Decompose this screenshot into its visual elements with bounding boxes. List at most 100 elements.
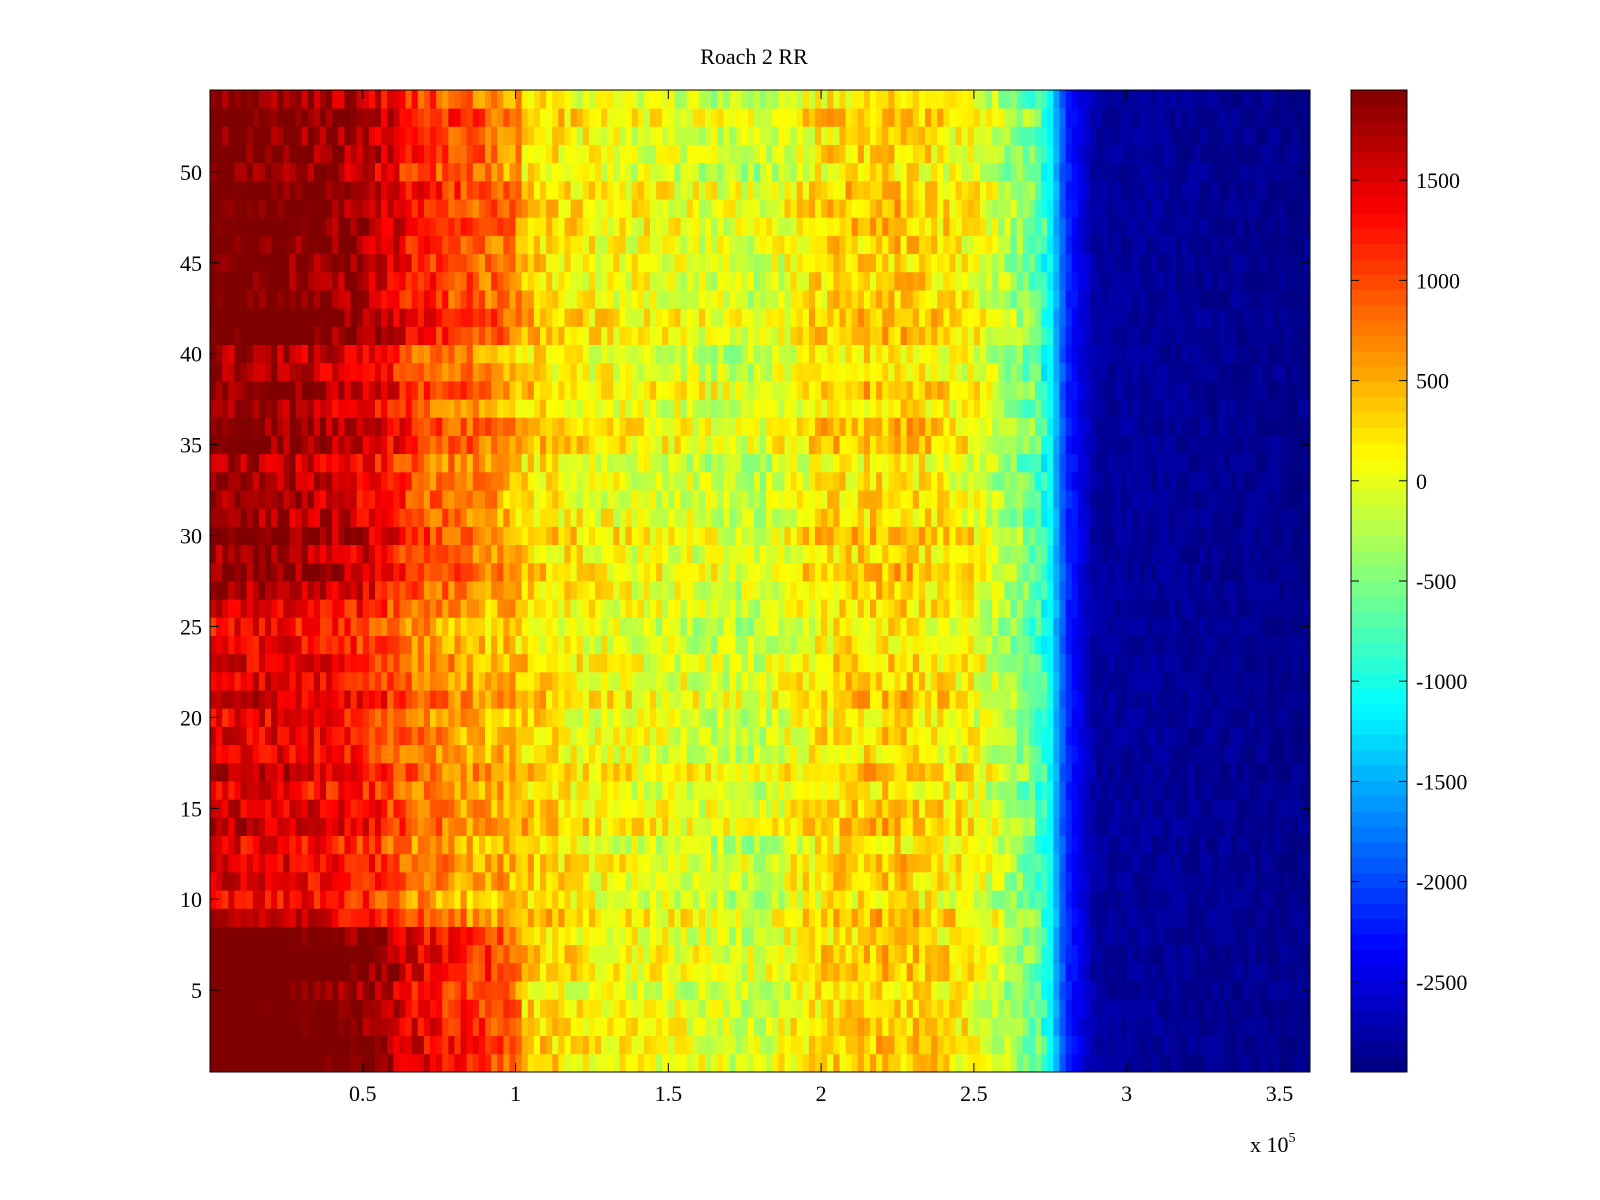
heatmap-cell [442,781,449,800]
heatmap-cell [271,853,278,873]
heatmap-cell [760,635,767,655]
heatmap-cell [485,890,492,909]
heatmap-cell [460,726,468,746]
heatmap-cell [1047,1053,1054,1073]
heatmap-cell [1108,926,1115,946]
heatmap-cell [656,999,663,1018]
heatmap-cell [992,744,999,764]
heatmap-cell [1083,690,1091,709]
heatmap-cell [399,562,406,582]
heatmap-cell [258,799,266,818]
heatmap-cell [368,817,376,836]
heatmap-cell [851,871,859,891]
heatmap-cell [613,599,620,618]
heatmap-cell [436,708,443,727]
heatmap-cell [961,817,969,836]
heatmap-cell [546,981,553,1000]
heatmap-cell [1187,1017,1195,1037]
heatmap-cell [283,726,290,746]
heatmap-cell [1157,962,1164,982]
heatmap-cell [1291,981,1299,1000]
heatmap-cell [845,817,853,836]
heatmap-cell [271,708,278,727]
heatmap-cell [1200,835,1207,855]
heatmap-cell [619,726,626,746]
heatmap-cell [796,1017,804,1037]
heatmap-cell [790,1053,798,1073]
heatmap-cell [967,635,975,655]
heatmap-cell [417,1035,425,1055]
heatmap-cell [686,762,694,782]
heatmap-cell [1028,671,1036,691]
heatmap-cell [796,799,804,818]
heatmap-cell [1126,744,1134,764]
heatmap-cell [1151,635,1158,655]
heatmap-cell [1010,1053,1018,1073]
heatmap-cell [1138,1017,1146,1037]
heatmap-cell [222,890,229,909]
heatmap-cell [1181,581,1189,600]
heatmap-cell [766,581,773,600]
heatmap-cell [1114,617,1121,636]
heatmap-cell [1242,799,1250,818]
heatmap-cell [1004,890,1011,909]
heatmap-cell [876,799,883,818]
heatmap-cell [1200,926,1207,946]
heatmap-cell [625,853,633,873]
heatmap-cell [1187,871,1195,891]
heatmap-cell [564,744,571,764]
heatmap-cell [607,853,614,873]
heatmap-cell [582,853,590,873]
heatmap-cell [588,908,596,927]
heatmap-cell [338,944,345,964]
heatmap-cell [1218,781,1225,800]
heatmap-cell [472,562,480,582]
heatmap-cell [387,617,394,636]
heatmap-cell [588,653,596,673]
heatmap-cell [289,1017,296,1037]
heatmap-cell [955,817,963,836]
heatmap-cell [582,708,590,727]
heatmap-cell [766,726,773,746]
heatmap-cell [1004,617,1011,636]
heatmap-cell [808,562,816,582]
heatmap-cell [808,1053,816,1073]
heatmap-cell [1218,926,1225,946]
heatmap-cell [466,944,474,964]
heatmap-cell [533,999,541,1018]
heatmap-cell [356,871,364,891]
heatmap-cell [705,744,712,764]
heatmap-cell [747,926,755,946]
heatmap-cell [698,726,706,746]
heatmap-cell [772,635,779,655]
heatmap-cell [796,999,804,1018]
heatmap-cell [711,999,718,1018]
heatmap-cell [729,617,736,636]
heatmap-cell [625,617,633,636]
heatmap-cell [1193,835,1201,855]
heatmap-cell [533,617,541,636]
heatmap-cell [637,671,645,691]
heatmap-cell [356,817,364,836]
heatmap-cell [955,944,963,964]
heatmap-cell [662,908,669,927]
heatmap-cell [411,1017,419,1037]
heatmap-cell [717,999,724,1018]
heatmap-cell [570,835,578,855]
heatmap-cell [717,671,724,691]
heatmap-cell [882,781,889,800]
heatmap-cell [967,835,975,855]
heatmap-cell [356,635,364,655]
heatmap-cell [949,781,956,800]
heatmap-cell [870,962,877,982]
heatmap-cell [656,1017,663,1037]
heatmap-cell [1303,853,1311,873]
heatmap-cell [509,708,516,727]
heatmap-cell [1145,1035,1152,1055]
heatmap-cell [674,781,681,800]
heatmap-cell [1120,744,1128,764]
heatmap-cell [692,908,700,927]
heatmap-cell [1028,726,1036,746]
heatmap-cell [1230,853,1238,873]
heatmap-cell [808,690,816,709]
